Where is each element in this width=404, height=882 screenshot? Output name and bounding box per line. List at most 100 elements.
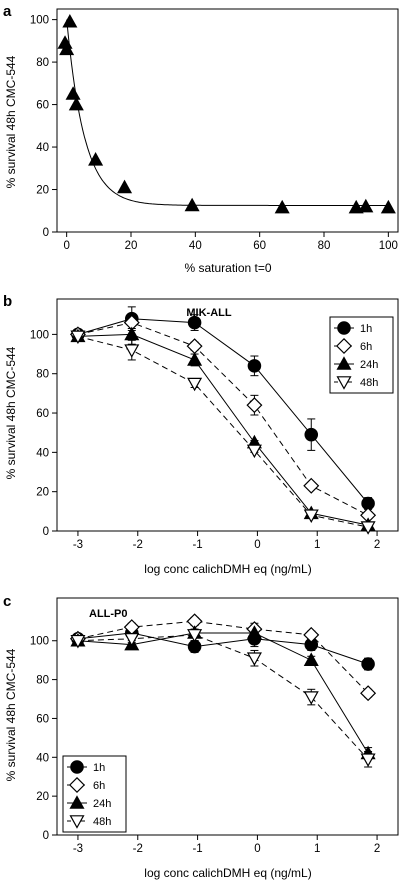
panel-a-y-tick-label: 0 bbox=[43, 227, 49, 239]
panel-b-series-48h-marker bbox=[360, 521, 376, 535]
panel-c-series-24h-marker bbox=[303, 652, 319, 666]
panel-a-data-point bbox=[184, 197, 200, 212]
panel-b-legend-6h-marker bbox=[336, 338, 352, 354]
panel-c-series-24h-marker bbox=[246, 625, 262, 639]
panel-a-fit-curve-group bbox=[66, 19, 389, 206]
panel-b-y-axis-label: % survival 48h CMC-544 bbox=[4, 346, 18, 479]
panel-a-x-tick-label: 0 bbox=[63, 240, 69, 252]
panel-c-y-tick-label: 40 bbox=[36, 752, 49, 764]
panel-c-x-tick-label: 0 bbox=[254, 843, 260, 855]
panel-b-legend-1h-marker bbox=[337, 321, 351, 335]
panel-b-plot-frame bbox=[56, 298, 399, 532]
panel-a: a 0 20 40 60 80 100 0 20 40 60 80 100 % saturation … bbox=[3, 3, 399, 275]
panel-a-data-point bbox=[88, 152, 104, 166]
panel-a-plot-frame bbox=[56, 8, 399, 233]
panel-c-x-axis-label: log conc calichDMH eq (ng/mL) bbox=[144, 866, 311, 880]
panel-c-legend-6h-label: 6h bbox=[93, 780, 105, 792]
panel-a-data-point bbox=[274, 199, 290, 214]
panel-b-series-1h-marker bbox=[304, 427, 319, 442]
panel-a-x-tick-label: 40 bbox=[189, 240, 202, 252]
panel-c-plot-frame bbox=[56, 597, 399, 836]
panel-c-series-6h-line bbox=[77, 620, 369, 694]
panel-c-legend-6h-marker bbox=[69, 777, 85, 793]
panel-b-series-48h-marker bbox=[246, 444, 262, 459]
panel-b-y-tick-label: 20 bbox=[36, 487, 49, 499]
panel-a-x-axis-label: % saturation t=0 bbox=[184, 261, 271, 275]
panel-c-x-tick-label: -1 bbox=[192, 843, 202, 855]
panel-letter-c: c bbox=[3, 593, 11, 610]
panel-a-x-tick-label: 80 bbox=[318, 240, 331, 252]
panel-c-series-1h-line bbox=[77, 632, 369, 665]
panel-a-y-axis-label: % survival 48h CMC-544 bbox=[4, 55, 18, 188]
panel-a-marks bbox=[57, 14, 396, 214]
panel-b-x-tick-label: -1 bbox=[192, 539, 202, 551]
panel-letter-b: b bbox=[3, 293, 12, 310]
panel-b-legend-48h-marker bbox=[336, 376, 352, 390]
panel-c-y-tick-label: 60 bbox=[36, 713, 49, 725]
panel-a-data-point bbox=[59, 41, 75, 56]
panel-a-data-point bbox=[380, 199, 396, 214]
panel-a-y-tick-label: 40 bbox=[36, 142, 49, 154]
panel-b-title: MIK-ALL bbox=[186, 307, 231, 319]
panel-b-series-48h-marker bbox=[124, 344, 140, 358]
panel-b-y-tick-label: 80 bbox=[36, 369, 49, 381]
panel-c-x-tick-label: -3 bbox=[73, 843, 83, 855]
panel-c-x-tick-label: 1 bbox=[314, 843, 320, 855]
panel-c-series-24h-line bbox=[77, 632, 369, 754]
panel-c-series-48h-line bbox=[77, 634, 369, 760]
panel-b-legend-6h-label: 6h bbox=[360, 341, 372, 353]
panel-c-series-6h-marker bbox=[360, 685, 377, 702]
panel-c-legend-24h-marker bbox=[69, 795, 85, 809]
panel-c-series-48h-marker bbox=[187, 629, 203, 643]
panel-c-series-6h-marker bbox=[303, 626, 320, 643]
panel-b-legend-1h-label: 1h bbox=[360, 323, 372, 335]
panel-a-data-point bbox=[62, 14, 78, 28]
panel-b-series-48h-marker bbox=[70, 330, 86, 345]
panel-a-x-tick-label: 100 bbox=[379, 240, 398, 252]
panel-c-series-48h-marker bbox=[303, 691, 319, 705]
panel-b-legend-48h-label: 48h bbox=[360, 377, 378, 389]
panel-b-series-1h-line bbox=[77, 318, 369, 504]
panel-b-x-tick-label: -3 bbox=[73, 539, 83, 551]
panel-c-legend-24h-label: 24h bbox=[93, 798, 111, 810]
panel-b-series-1h-marker bbox=[187, 315, 202, 330]
panel-b-series-24h-marker bbox=[187, 352, 203, 366]
panel-a-y-tick-label: 80 bbox=[36, 57, 49, 69]
panel-b-y-tick-label: 100 bbox=[30, 329, 49, 341]
panel-c-series-48h-marker bbox=[246, 652, 262, 666]
panel-b-y-tick-label: 0 bbox=[43, 526, 49, 538]
panel-b-marks bbox=[69, 306, 377, 535]
panel-c-y-tick-label: 80 bbox=[36, 675, 49, 687]
panel-c-series-48h-marker bbox=[70, 634, 86, 649]
panel-b-x-tick-label: 1 bbox=[314, 539, 320, 551]
panel-a-data-point bbox=[68, 96, 84, 111]
panel-a-data-point bbox=[65, 86, 81, 100]
panel-b-series-48h-marker bbox=[187, 377, 203, 392]
panel-a-y-tick-label: 60 bbox=[36, 100, 49, 112]
panel-c-x-tick-label: -2 bbox=[133, 843, 143, 855]
panel-a-y-tick-label: 20 bbox=[36, 185, 49, 197]
panel-a-data-point bbox=[348, 199, 364, 214]
panel-c-legend-1h-label: 1h bbox=[93, 762, 105, 774]
panel-c-legend-1h-marker bbox=[70, 760, 84, 774]
panel-c-legend-48h-label: 48h bbox=[93, 816, 111, 828]
panel-c-y-tick-label: 20 bbox=[36, 791, 49, 803]
panel-b-series-6h-marker bbox=[246, 397, 263, 414]
panel-a-data-point bbox=[358, 198, 374, 213]
panel-c-x-tick-label: 2 bbox=[374, 843, 380, 855]
panel-b-series-6h-marker bbox=[303, 477, 320, 494]
panel-a-fit-curve bbox=[66, 19, 389, 206]
panel-b-series-48h-line bbox=[77, 335, 369, 528]
panel-b-x-tick-label: -2 bbox=[133, 539, 143, 551]
panel-a-data-point bbox=[117, 179, 133, 194]
panel-c-series-1h-marker bbox=[361, 657, 375, 671]
panel-b-y-tick-label: 40 bbox=[36, 447, 49, 459]
panel-a-x-tick-label: 20 bbox=[125, 240, 138, 252]
panel-b-y-tick-label: 60 bbox=[36, 408, 49, 420]
panel-c-y-axis-label: % survival 48h CMC-544 bbox=[4, 648, 18, 781]
panel-c-legend: 1h 6h 24h 48h bbox=[62, 755, 127, 833]
